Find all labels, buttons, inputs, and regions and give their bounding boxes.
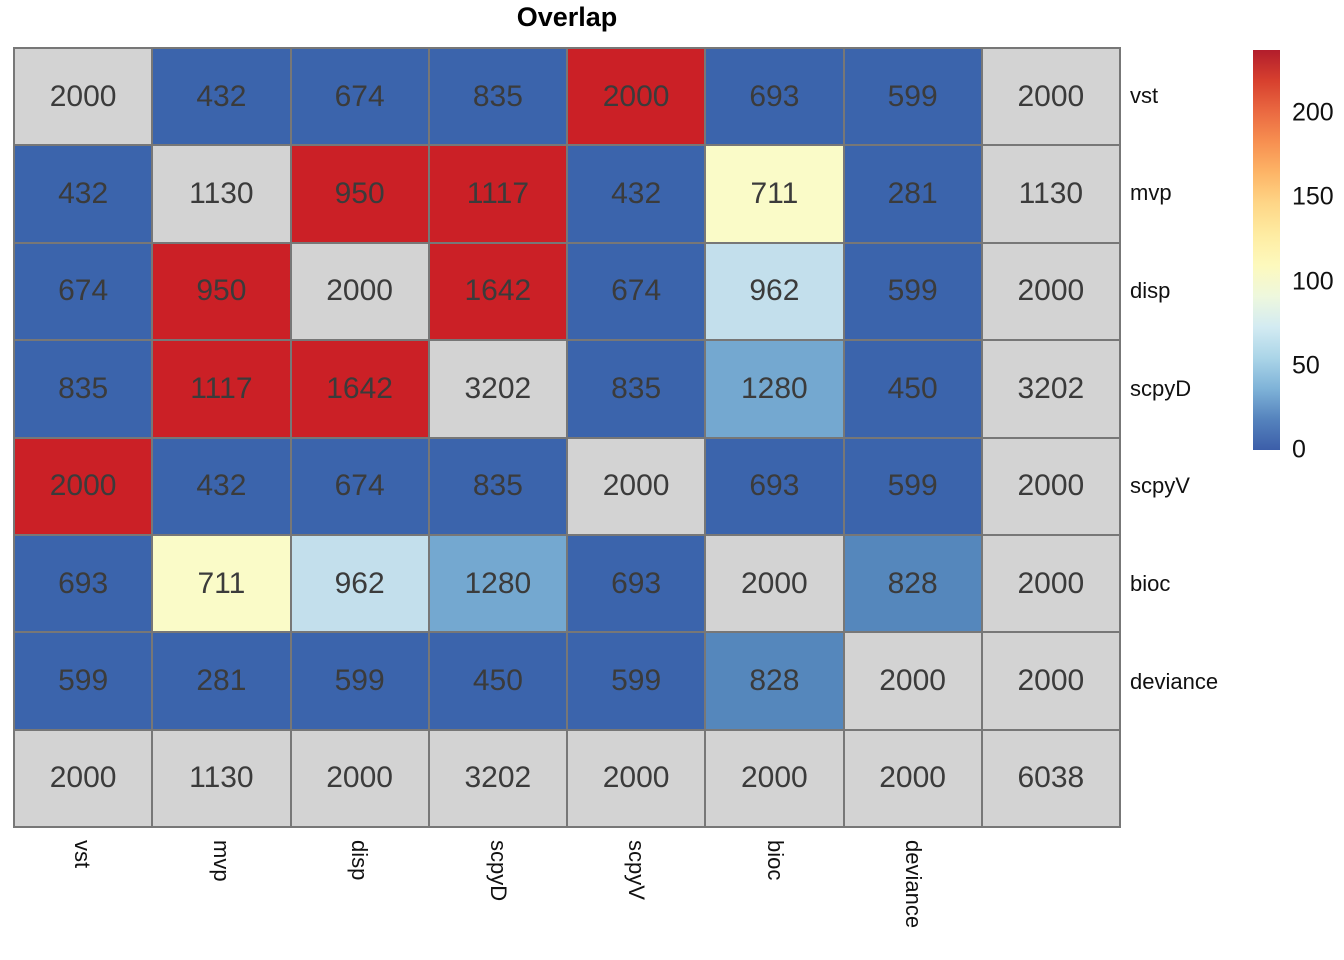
col-label: scpyV [624,840,650,900]
heatmap-cell: 1130 [982,146,1119,242]
heatmap-grid: 2000 432 674 835 2000 693 599 2000 432 1130 950 111… [13,47,1121,828]
heatmap-cell: 1130 [153,730,290,826]
row-label: vst [1130,82,1159,108]
row-label: disp [1130,278,1171,304]
row-label: mvp [1130,180,1172,206]
heatmap-cell: 450 [429,633,566,729]
legend-tick-label: 0 [1292,435,1306,464]
legend-tick-label: 50 [1292,351,1320,380]
legend-tick-label: 150 [1292,182,1334,211]
heatmap-cell: 1280 [429,535,566,632]
heatmap-cell: 674 [291,438,428,534]
heatmap-cell: 2000 [291,243,428,340]
col-label: scpyD [485,840,511,902]
heatmap-cell: 693 [15,535,152,632]
row-label: scpyV [1130,473,1190,499]
heatmap-cell: 432 [153,49,290,145]
heatmap-cell: 432 [15,146,152,242]
heatmap-cell: 450 [844,341,981,437]
heatmap-cell: 599 [844,243,981,340]
row-label: scpyD [1130,375,1192,401]
heatmap-cell: 3202 [429,730,566,826]
col-label: bioc [762,840,788,881]
heatmap-cell: 835 [15,341,152,437]
heatmap-cell: 693 [568,535,705,632]
heatmap-cell: 599 [15,633,152,729]
col-label: vst [70,840,96,869]
heatmap-cell: 1117 [429,146,566,242]
heatmap-cell: 828 [844,535,981,632]
heatmap-cell: 281 [153,633,290,729]
heatmap-cell: 1642 [429,243,566,340]
col-label: deviance [901,840,927,929]
heatmap-cell: 693 [706,49,843,145]
heatmap-cell: 2000 [568,730,705,826]
chart-title: Overlap [516,2,618,32]
heatmap-cell: 2000 [982,49,1119,145]
row-label: bioc [1130,570,1171,596]
row-label: deviance [1130,668,1219,694]
heatmap-cell: 2000 [982,535,1119,632]
heatmap-cell: 2000 [15,49,152,145]
heatmap-cell: 950 [291,146,428,242]
heatmap-cell: 2000 [844,633,981,729]
heatmap-cell: 2000 [15,438,152,534]
heatmap-cell: 835 [429,49,566,145]
heatmap-cell: 2000 [291,730,428,826]
heatmap-cell: 835 [568,341,705,437]
legend-tick-label: 100 [1292,267,1334,295]
heatmap-cell: 599 [568,633,705,729]
heatmap-cell: 950 [153,243,290,340]
col-label: disp [347,840,373,881]
heatmap-cell: 1117 [153,341,290,437]
heatmap-cell: 1130 [153,146,290,242]
heatmap-cell: 2000 [15,730,152,826]
heatmap-cell: 2000 [982,243,1119,340]
heatmap-cell: 432 [153,438,290,534]
heatmap-cell: 281 [844,146,981,242]
heatmap-cell: 2000 [844,730,981,826]
heatmap-cell: 2000 [706,535,843,632]
heatmap-cell: 674 [568,243,705,340]
legend-gradient-bar [1253,50,1280,450]
heatmap-cell: 1642 [291,341,428,437]
heatmap-cell: 828 [706,633,843,729]
heatmap-cell: 711 [153,535,290,632]
heatmap-cell: 432 [568,146,705,242]
heatmap-cell: 674 [15,243,152,340]
legend-tick-label: 200 [1292,98,1334,127]
heatmap-cell: 693 [706,438,843,534]
heatmap-cell: 6038 [982,730,1119,826]
heatmap-cell: 2000 [568,438,705,534]
heatmap-cell: 2000 [982,438,1119,534]
heatmap-cell: 599 [844,49,981,145]
heatmap-cell: 711 [706,146,843,242]
heatmap-cell: 2000 [706,730,843,826]
heatmap-cell: 674 [291,49,428,145]
heatmap-cell: 962 [291,535,428,632]
col-label: mvp [208,840,234,882]
heatmap-cell: 835 [429,438,566,534]
heatmap-cell: 599 [291,633,428,729]
heatmap-cell: 3202 [429,341,566,437]
heatmap-cell: 599 [844,438,981,534]
heatmap-cell: 1280 [706,341,843,437]
heatmap-cell: 962 [706,243,843,340]
heatmap-cell: 2000 [982,633,1119,729]
heatmap-cell: 3202 [982,341,1119,437]
heatmap-cell: 2000 [568,49,705,145]
